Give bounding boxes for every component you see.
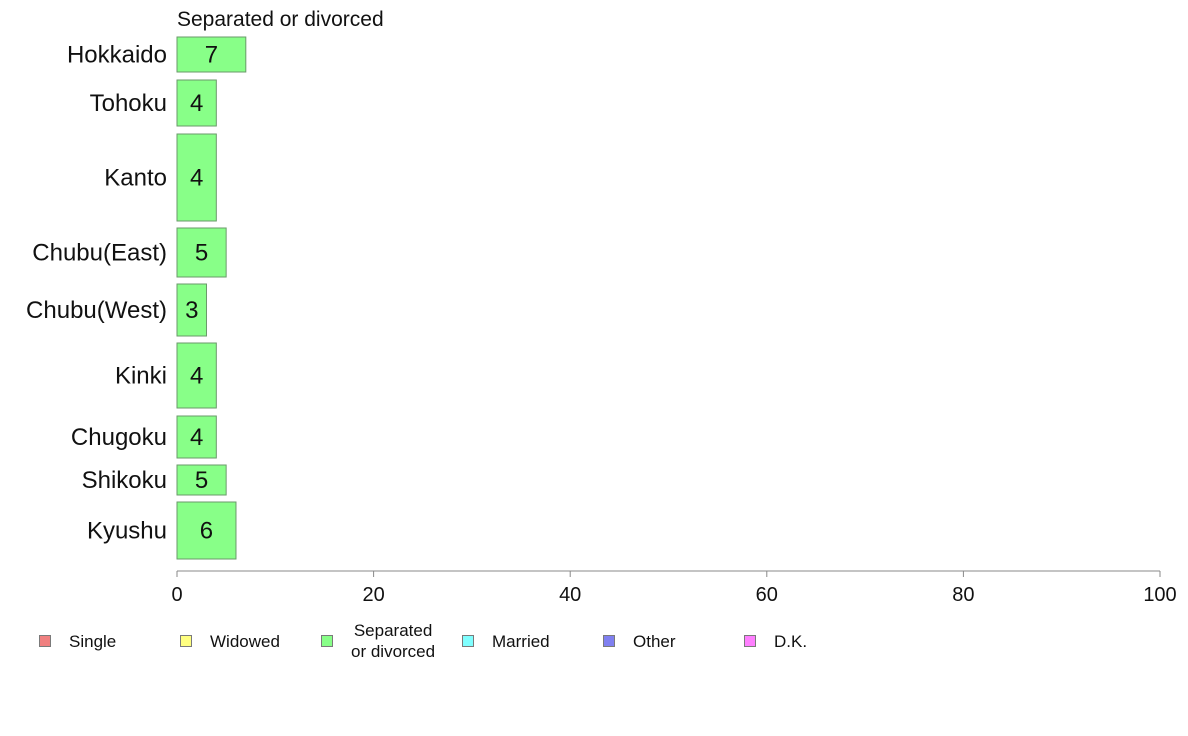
category-label: Kanto xyxy=(104,165,167,192)
legend-item: D.K. xyxy=(744,618,807,664)
bar-value-label: 7 xyxy=(205,42,218,69)
legend-label: Separated or divorced xyxy=(351,621,436,661)
bar-value-label: 5 xyxy=(195,467,208,494)
x-tick-label: 20 xyxy=(362,584,384,606)
bar-shikoku xyxy=(176,464,227,496)
bar-chubu-east xyxy=(176,227,227,278)
legend-swatch xyxy=(462,635,474,647)
legend-item: Married xyxy=(462,618,550,664)
bar-value-label: 4 xyxy=(190,165,203,192)
x-tick-label: 0 xyxy=(171,584,182,606)
bar-value-label: 6 xyxy=(200,518,213,545)
x-tick-label: 80 xyxy=(952,584,974,606)
legend-swatch xyxy=(39,635,51,647)
bar-value-label: 4 xyxy=(190,424,203,451)
legend-item: Widowed xyxy=(180,618,280,664)
bar-value-label: 4 xyxy=(190,363,203,390)
bar-value-label: 4 xyxy=(190,90,203,117)
category-label: Kyushu xyxy=(87,518,167,545)
legend: Single Widowed Separated or divorced Marrie… xyxy=(0,618,1188,668)
legend-swatch xyxy=(180,635,192,647)
category-label: Chubu(West) xyxy=(26,297,167,324)
legend-item: Other xyxy=(603,618,676,664)
x-axis: 0 20 40 60 80 100 xyxy=(171,570,1177,606)
bar-value-label: 3 xyxy=(185,297,198,324)
legend-swatch xyxy=(603,635,615,647)
category-label: Kinki xyxy=(115,363,167,390)
legend-swatch xyxy=(744,635,756,647)
category-label: Tohoku xyxy=(90,90,167,117)
x-tick-label: 100 xyxy=(1143,584,1176,606)
category-label: Shikoku xyxy=(82,467,167,494)
bar-chugoku xyxy=(176,415,217,459)
bar-chubu-west xyxy=(176,283,207,337)
legend-item: Single xyxy=(39,618,116,664)
x-tick-label: 40 xyxy=(559,584,581,606)
legend-label: Widowed xyxy=(210,631,280,651)
x-tick-label: 60 xyxy=(756,584,778,606)
bar-kyushu xyxy=(176,501,237,560)
category-label: Chugoku xyxy=(71,424,167,451)
chart-title: Separated or divorced xyxy=(177,8,384,31)
bar-value-label: 5 xyxy=(195,240,208,267)
category-label: Chubu(East) xyxy=(32,240,167,267)
bar-hokkaido xyxy=(176,36,247,73)
legend-item: Separated or divorced xyxy=(321,618,435,664)
legend-label: Single xyxy=(69,631,117,651)
legend-label: Other xyxy=(633,631,676,651)
bar-kanto xyxy=(176,133,217,222)
legend-swatch xyxy=(321,635,333,647)
bars-group: Hokkaido 7 Tohoku 4 Kanto 4 Chubu(East) 5 Chubu(… xyxy=(26,36,247,560)
category-label: Hokkaido xyxy=(67,42,167,69)
legend-label: Married xyxy=(492,631,550,651)
bar-kinki xyxy=(176,342,217,409)
bar-tohoku xyxy=(176,79,217,127)
legend-label: D.K. xyxy=(774,631,808,651)
